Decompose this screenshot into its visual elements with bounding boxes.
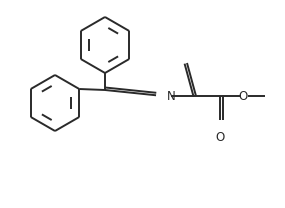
Text: O: O bbox=[238, 89, 248, 103]
Text: N: N bbox=[167, 89, 176, 103]
Text: O: O bbox=[215, 131, 225, 144]
